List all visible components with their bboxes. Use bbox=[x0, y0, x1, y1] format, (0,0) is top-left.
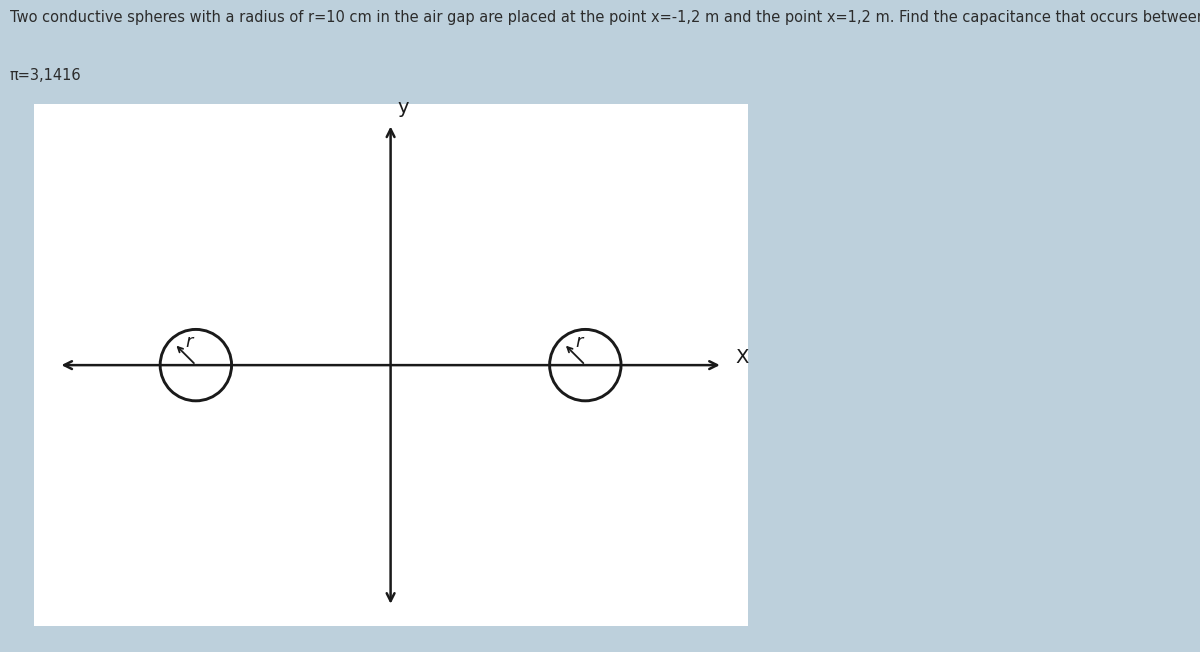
Text: π=3,1416: π=3,1416 bbox=[10, 68, 82, 83]
Text: r: r bbox=[186, 333, 193, 351]
Text: r: r bbox=[575, 333, 583, 351]
Text: Two conductive spheres with a radius of r=10 cm in the air gap are placed at the: Two conductive spheres with a radius of … bbox=[10, 10, 1200, 25]
Text: X: X bbox=[736, 348, 749, 366]
Text: y: y bbox=[398, 98, 409, 117]
